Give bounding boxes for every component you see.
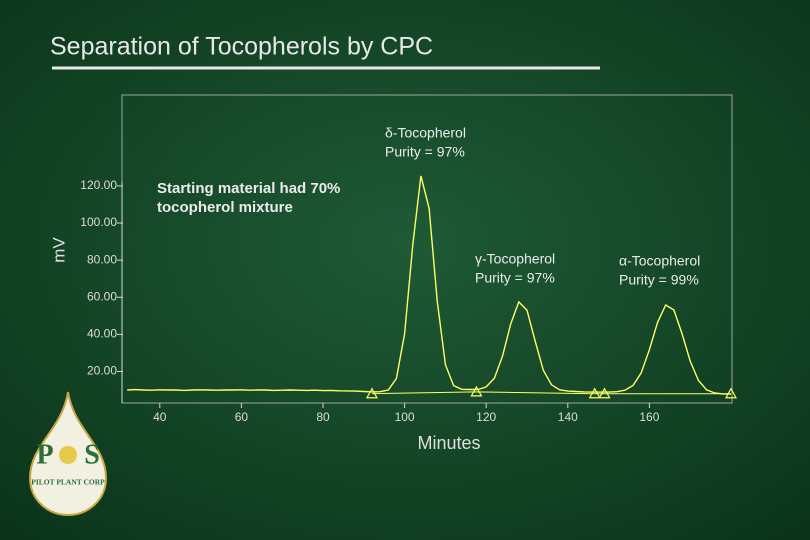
signal-line [127,175,732,395]
peak-marker [470,385,483,397]
annotation: γ-Tocopherol [475,251,555,267]
annotation: δ-Tocopherol [385,125,466,141]
x-tick-label: 40 [153,410,167,424]
peak-marker [724,387,738,399]
y-tick-label: 100.00 [80,215,117,229]
logo-text: PILOT PLANT CORP [31,478,105,487]
baseline [371,391,731,395]
annotation: Purity = 99% [619,272,699,288]
y-tick-label: 60.00 [87,289,117,303]
x-tick-label: 140 [558,410,578,424]
annotation: Purity = 97% [475,270,555,286]
x-tick-label: 100 [395,410,415,424]
x-tick-label: 60 [235,410,249,424]
y-tick-label: 20.00 [87,364,117,378]
peak-marker [598,387,611,399]
x-tick-label: 120 [476,410,496,424]
peak-marker [365,387,378,399]
logo: P S PILOT PLANT CORP [28,391,108,517]
slide-title: Separation of Tocopherols by CPC [50,33,433,61]
x-axis-label: Minutes [417,433,480,453]
annotation: Purity = 97% [385,144,465,160]
logo-letter: P [36,439,53,470]
y-tick-label: 80.00 [87,252,117,266]
y-axis-label: mV [49,237,68,263]
x-tick-label: 80 [316,410,330,424]
y-tick-label: 120.00 [80,178,117,192]
annotation: tocopherol mixture [157,199,293,216]
y-tick-label: 40.00 [87,327,117,341]
logo-letter: S [84,439,100,470]
logo-dot [59,446,77,464]
peak-marker [588,387,601,399]
annotation: Starting material had 70% [157,180,340,197]
annotation: α-Tocopherol [619,253,700,269]
x-tick-label: 160 [639,410,659,424]
